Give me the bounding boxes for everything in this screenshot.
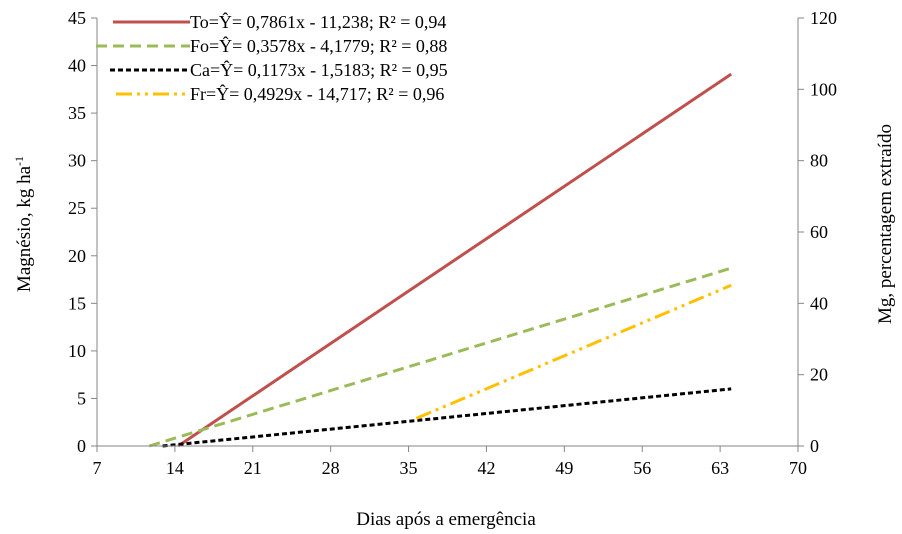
plot-area — [148, 72, 733, 448]
y-tick-label: 5 — [77, 388, 86, 408]
y-tick-label: 35 — [68, 103, 86, 123]
y2-tick-label: 20 — [810, 365, 828, 385]
y2-tick-label: 60 — [810, 222, 828, 242]
legend-label-1: To=Ŷ= 0,7861x - 11,238; R² = 0,94 — [190, 11, 446, 32]
y-tick-label: 25 — [68, 198, 86, 218]
x-axis-title: Dias após a emergência — [356, 509, 536, 530]
y2-tick-label: 80 — [810, 151, 828, 171]
series-line-4 — [415, 283, 732, 420]
x-tick-label: 28 — [322, 458, 340, 478]
x-tick-label: 56 — [633, 458, 651, 478]
x-tick-label: 7 — [93, 458, 102, 478]
series-line-1 — [177, 72, 733, 448]
legend-label-4: Fr=Ŷ= 0,4929x - 14,717; R² = 0,96 — [190, 83, 444, 104]
y2-tick-label: 120 — [810, 8, 837, 28]
series-line-2 — [148, 266, 732, 448]
series-line-3 — [162, 387, 732, 448]
y-tick-label: 45 — [68, 8, 86, 28]
x-tick-label: 21 — [244, 458, 262, 478]
legend: To=Ŷ= 0,7861x - 11,238; R² = 0,94 Fo=Ŷ= 0… — [96, 11, 448, 104]
y-axis-title-text: Magnésio, kg ha — [14, 165, 35, 292]
y-tick-label: 20 — [68, 246, 86, 266]
y2-axis-title: Mg, percentagem extraído — [875, 124, 896, 324]
x-tick-label: 14 — [166, 458, 184, 478]
y-tick-label: 40 — [68, 56, 86, 76]
y2-tick-label: 100 — [810, 79, 837, 99]
y2-tick-label: 0 — [810, 436, 819, 456]
x-tick-label: 49 — [555, 458, 573, 478]
x-tick-label: 35 — [400, 458, 418, 478]
y-tick-label: 30 — [68, 151, 86, 171]
y-axis-title-superscript: -1 — [12, 156, 26, 166]
y-tick-label: 15 — [68, 293, 86, 313]
axes: 7 14 21 28 35 42 49 56 63 70051015202530354045020… — [68, 8, 837, 478]
x-tick-label: 70 — [789, 458, 807, 478]
y-tick-label: 0 — [77, 436, 86, 456]
y-tick-label: 10 — [68, 341, 86, 361]
legend-label-3: Ca=Ŷ= 0,1173x - 1,5183; R² = 0,95 — [190, 59, 448, 80]
legend-label-2: Fo=Ŷ= 0,3578x - 4,1779; R² = 0,88 — [190, 35, 447, 56]
x-tick-label: 42 — [477, 458, 495, 478]
x-tick-label: 63 — [711, 458, 729, 478]
y-axis-title: Magnésio, kg ha-1 — [12, 156, 35, 292]
y2-tick-label: 40 — [810, 293, 828, 313]
